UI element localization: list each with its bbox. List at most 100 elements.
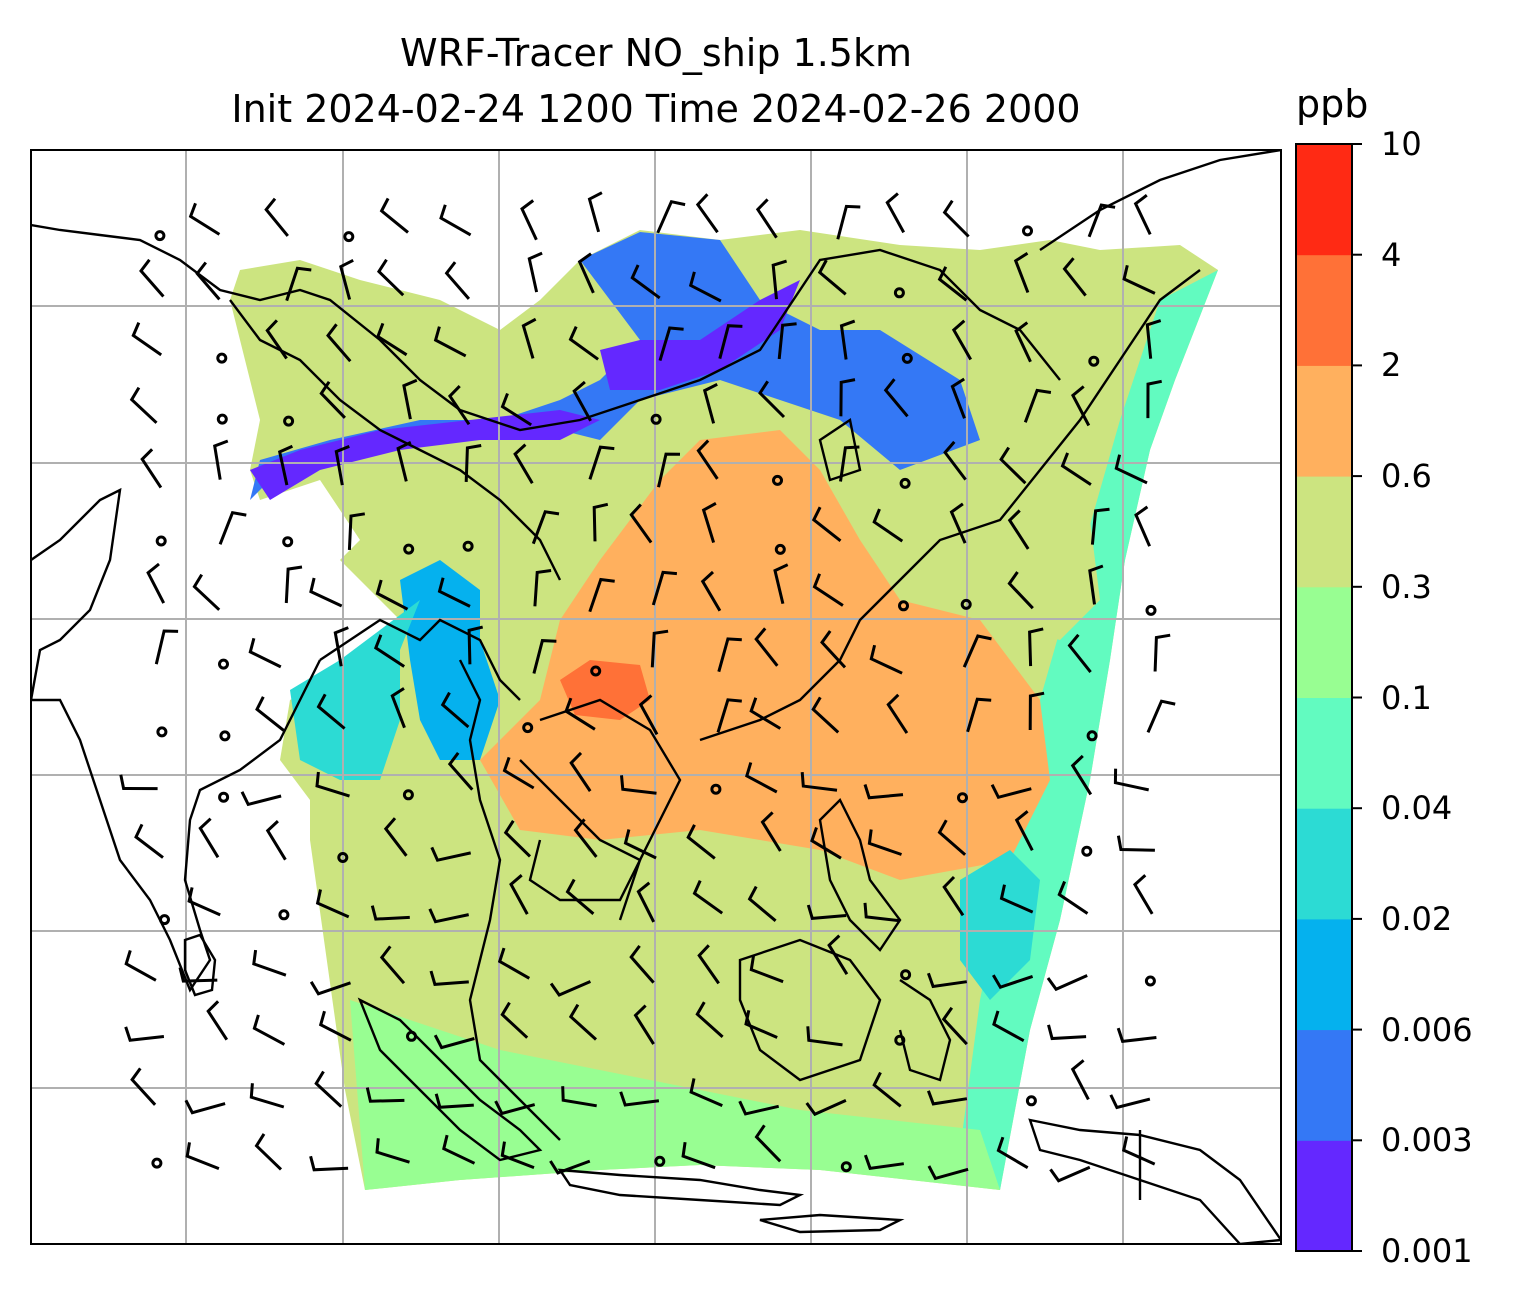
calm-wind-marker [957, 792, 968, 804]
calm-wind-marker [403, 543, 415, 555]
wind-barb [447, 385, 471, 426]
wind-barb [696, 439, 719, 480]
wind-barb [192, 573, 221, 611]
wind-barb [701, 501, 717, 544]
wind-barb [1028, 691, 1045, 731]
wind-barb [942, 875, 965, 917]
wind-barb [1049, 1165, 1091, 1183]
wind-barb [937, 819, 967, 856]
wind-barb [692, 879, 724, 915]
wind-barb [941, 1006, 968, 1046]
wind-barb [315, 771, 350, 798]
calm-wind-marker [899, 477, 911, 489]
wind-barb [638, 694, 659, 736]
calm-wind-marker [462, 540, 474, 552]
wind-barb [805, 1099, 847, 1117]
wind-barb [573, 818, 598, 858]
wind-barb [651, 570, 678, 606]
calm-wind-marker [893, 287, 905, 299]
calm-wind-marker [900, 969, 912, 981]
wind-barb [568, 325, 599, 361]
colorbar-tick-label: 0.02 [1381, 899, 1453, 938]
wind-barb [812, 573, 844, 607]
wind-barb [284, 565, 303, 604]
wind-barb [379, 197, 409, 234]
wind-barb [1153, 633, 1171, 672]
wind-barb [950, 377, 966, 419]
colorbar-segment [1296, 586, 1352, 698]
calm-wind-marker [590, 665, 602, 677]
java [557, 1168, 805, 1207]
wind-barb [587, 191, 603, 233]
calm-wind-marker [1145, 604, 1157, 616]
wind-barb [1146, 379, 1163, 419]
wind-barb [347, 512, 366, 550]
wind-barb [1062, 257, 1087, 297]
india-coast [31, 487, 322, 993]
wind-barb [867, 829, 902, 856]
wind-barb [188, 202, 221, 236]
wind-barb [806, 1026, 843, 1047]
wind-barb [1060, 452, 1092, 486]
colorbar-tick-label: 0.1 [1381, 678, 1432, 717]
calm-wind-marker [898, 600, 909, 612]
wind-barb [185, 1142, 220, 1170]
colorbar-unit: ppb [1296, 82, 1369, 126]
field-bay-cyan [290, 600, 420, 780]
wind-barb [500, 392, 533, 427]
colorbar-tick-label: 0.3 [1381, 567, 1432, 606]
wind-barb [375, 579, 409, 611]
calm-wind-marker [154, 230, 166, 242]
wind-barb [527, 251, 543, 293]
wind-barb [390, 687, 406, 729]
wind-barb [134, 823, 164, 859]
wind-barb [124, 1026, 165, 1042]
wind-barb [630, 264, 661, 300]
wind-barb [396, 440, 412, 482]
wind-barb [429, 970, 469, 986]
wind-barb [315, 889, 350, 919]
wind-barb [533, 569, 552, 607]
calm-wind-marker [1144, 975, 1156, 987]
colorbar-tick-label: 0.6 [1381, 457, 1432, 496]
colorbar-segment [1296, 254, 1352, 366]
calm-wind-marker [216, 413, 228, 425]
china-coast [699, 269, 1201, 742]
wind-barb [992, 1010, 1025, 1043]
coastlines [31, 150, 1281, 1244]
field-yellow-east [880, 450, 1100, 640]
wind-barb [681, 1141, 716, 1170]
wind-barb [749, 697, 782, 730]
wind-barb [992, 974, 1034, 990]
wind-barb [937, 266, 968, 302]
wind-barb [500, 1001, 529, 1039]
wind-barb [592, 502, 609, 542]
wind-barb [376, 322, 408, 357]
wind-barb [656, 199, 686, 234]
field-east-blue [960, 850, 1040, 1000]
wind-barb [572, 380, 592, 422]
calm-wind-marker [894, 1034, 906, 1046]
wind-barb [951, 319, 973, 361]
wind-barb [836, 204, 861, 240]
new-guinea [1028, 1118, 1281, 1244]
wind-barb [497, 947, 531, 980]
wind-barb [1071, 385, 1091, 427]
sumatra [357, 997, 543, 1162]
calm-wind-marker [156, 726, 168, 738]
wind-barb [549, 1159, 591, 1175]
wind-barb [886, 693, 909, 734]
wind-barb [1057, 880, 1089, 915]
colorbar-tick-label: 2 [1381, 346, 1402, 385]
taiwan [818, 418, 862, 482]
wind-barb [1122, 264, 1156, 295]
wind-barb [433, 326, 467, 358]
wind-barb [318, 1010, 352, 1042]
wind-barb [248, 637, 282, 669]
wind-barb [285, 266, 312, 302]
wind-barb [1121, 1136, 1156, 1166]
gridlines [31, 150, 1281, 1244]
wind-barb [1116, 1027, 1157, 1044]
wind-barb [1047, 1024, 1087, 1041]
